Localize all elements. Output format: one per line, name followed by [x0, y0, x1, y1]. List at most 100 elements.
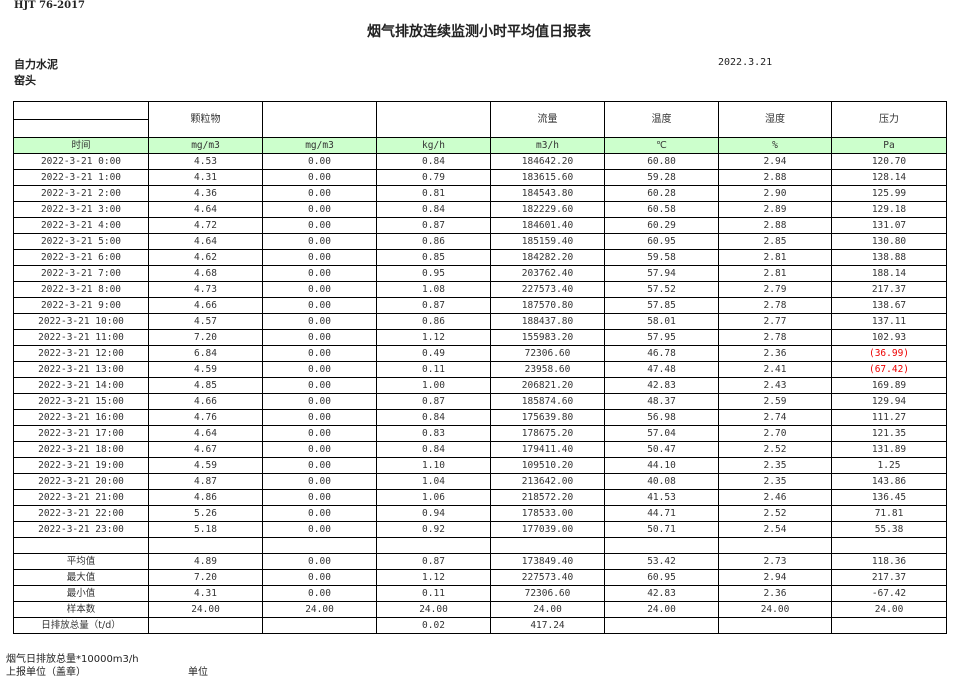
value-cell: 60.95 [604, 233, 719, 250]
value-cell: 0.87 [376, 217, 491, 234]
value-cell: 48.37 [604, 393, 719, 410]
value-cell: 0.00 [262, 441, 377, 458]
empty-cell [831, 537, 947, 554]
time-cell: 2022-3-21 6:00 [13, 249, 149, 266]
value-cell: (67.42) [831, 361, 947, 378]
value-cell: 177039.00 [490, 521, 605, 538]
units-row: 时间 mg/m3 mg/m3 kg/h m3/h ℃% Pa [13, 137, 947, 154]
value-cell: 4.66 [148, 297, 263, 314]
summary-value: 0.87 [376, 553, 491, 570]
table-row: 2022-3-21 1:00 4.31 0.00 0.79 183615.60 59.28… [13, 169, 947, 186]
value-cell: 60.29 [604, 217, 719, 234]
value-cell: 4.85 [148, 377, 263, 394]
value-cell: 7.20 [148, 329, 263, 346]
value-cell: 129.94 [831, 393, 947, 410]
time-cell: 2022-3-21 15:00 [13, 393, 149, 410]
value-cell: 183615.60 [490, 169, 605, 186]
summary-value: 24.00 [831, 601, 947, 618]
table-row: 2022-3-21 11:00 7.20 0.00 1.12 155983.20 57.9… [13, 329, 947, 346]
value-cell: 4.62 [148, 249, 263, 266]
table-row: 2022-3-21 5:00 4.64 0.00 0.86 185159.40 60.95… [13, 233, 947, 250]
table-row: 2022-3-21 15:00 4.66 0.00 0.87 185874.60 48.3… [13, 393, 947, 410]
column-header: 湿度 [718, 101, 832, 138]
value-cell: 42.83 [604, 377, 719, 394]
table-row: 2022-3-21 9:00 4.66 0.00 0.87 187570.80 57.85… [13, 297, 947, 314]
value-cell: 2.94 [718, 153, 832, 170]
summary-label: 最大值 [13, 569, 149, 586]
value-cell: 0.00 [262, 473, 377, 490]
value-cell: 128.14 [831, 169, 947, 186]
value-cell: 131.07 [831, 217, 947, 234]
report-date: 2022.3.21 [718, 57, 773, 68]
time-cell: 2022-3-21 7:00 [13, 265, 149, 282]
column-header: 颗粒物 [148, 101, 263, 138]
value-cell: 130.80 [831, 233, 947, 250]
summary-value: 1.12 [376, 569, 491, 586]
table-row: 2022-3-21 14:00 4.85 0.00 1.00 206821.20 42.8… [13, 377, 947, 394]
table-row: 2022-3-21 12:00 6.84 0.00 0.49 72306.60 46.78… [13, 345, 947, 362]
table-row: 2022-3-21 18:00 4.67 0.00 0.84 179411.40 50.4… [13, 441, 947, 458]
value-cell: 2.52 [718, 441, 832, 458]
summary-value: 24.00 [148, 601, 263, 618]
value-cell: 125.99 [831, 185, 947, 202]
unit-cell: ℃ [604, 137, 719, 154]
summary-value: 4.31 [148, 585, 263, 602]
unit-cell: 时间 [13, 137, 149, 154]
summary-row: 样本数 24.00 24.00 24.00 24.00 24.00 24.00 24.00 [13, 601, 947, 618]
value-cell: 1.12 [376, 329, 491, 346]
summary-value: 24.00 [490, 601, 605, 618]
value-cell: 0.00 [262, 281, 377, 298]
summary-row: 平均值 4.89 0.00 0.87 173849.40 53.42 2.73 118.36 [13, 553, 947, 570]
value-cell: 137.11 [831, 313, 947, 330]
value-cell: 120.70 [831, 153, 947, 170]
value-cell: 4.72 [148, 217, 263, 234]
table-row: 2022-3-21 8:00 4.73 0.00 1.08 227573.40 57.52… [13, 281, 947, 298]
value-cell: 0.00 [262, 409, 377, 426]
column-header: 温度 [604, 101, 719, 138]
value-cell: 0.79 [376, 169, 491, 186]
value-cell: 4.76 [148, 409, 263, 426]
value-cell: 2.36 [718, 345, 832, 362]
value-cell: 218572.20 [490, 489, 605, 506]
value-cell: 4.67 [148, 441, 263, 458]
value-cell: 4.64 [148, 201, 263, 218]
table-row: 2022-3-21 21:00 4.86 0.00 1.06 218572.20 41.5… [13, 489, 947, 506]
value-cell: 136.45 [831, 489, 947, 506]
value-cell: 169.89 [831, 377, 947, 394]
value-cell: 2.59 [718, 393, 832, 410]
value-cell: 0.00 [262, 297, 377, 314]
value-cell: 187570.80 [490, 297, 605, 314]
unit-cell: m3/h [490, 137, 605, 154]
column-header: 压力 [831, 101, 947, 138]
value-cell: 4.31 [148, 169, 263, 186]
value-cell: 55.38 [831, 521, 947, 538]
summary-row: 日排放总量（t/d） 0.02 417.24 [13, 617, 947, 634]
value-cell: 2.70 [718, 425, 832, 442]
column-header [376, 101, 491, 138]
table-row: 2022-3-21 23:00 5.18 0.00 0.92 177039.00 50.7… [13, 521, 947, 538]
value-cell: 184282.20 [490, 249, 605, 266]
time-cell: 2022-3-21 17:00 [13, 425, 149, 442]
table-row: 2022-3-21 7:00 4.68 0.00 0.95 203762.40 57.94… [13, 265, 947, 282]
value-cell: 0.84 [376, 441, 491, 458]
value-cell: 0.00 [262, 153, 377, 170]
value-cell: 1.08 [376, 281, 491, 298]
value-cell: 1.25 [831, 457, 947, 474]
value-cell: 0.00 [262, 505, 377, 522]
value-cell: 175639.80 [490, 409, 605, 426]
summary-value: 227573.40 [490, 569, 605, 586]
table-row: 2022-3-21 10:00 4.57 0.00 0.86 188437.80 58.0… [13, 313, 947, 330]
column-header [13, 101, 149, 120]
value-cell: 56.98 [604, 409, 719, 426]
value-cell: 0.00 [262, 489, 377, 506]
summary-value: 24.00 [604, 601, 719, 618]
summary-value: 72306.60 [490, 585, 605, 602]
value-cell: 5.18 [148, 521, 263, 538]
value-cell: 184601.40 [490, 217, 605, 234]
table-row: 2022-3-21 4:00 4.72 0.00 0.87 184601.40 60.29… [13, 217, 947, 234]
time-cell: 2022-3-21 11:00 [13, 329, 149, 346]
value-cell: 184642.20 [490, 153, 605, 170]
summary-value: 0.11 [376, 585, 491, 602]
value-cell: 178675.20 [490, 425, 605, 442]
value-cell: (36.99) [831, 345, 947, 362]
